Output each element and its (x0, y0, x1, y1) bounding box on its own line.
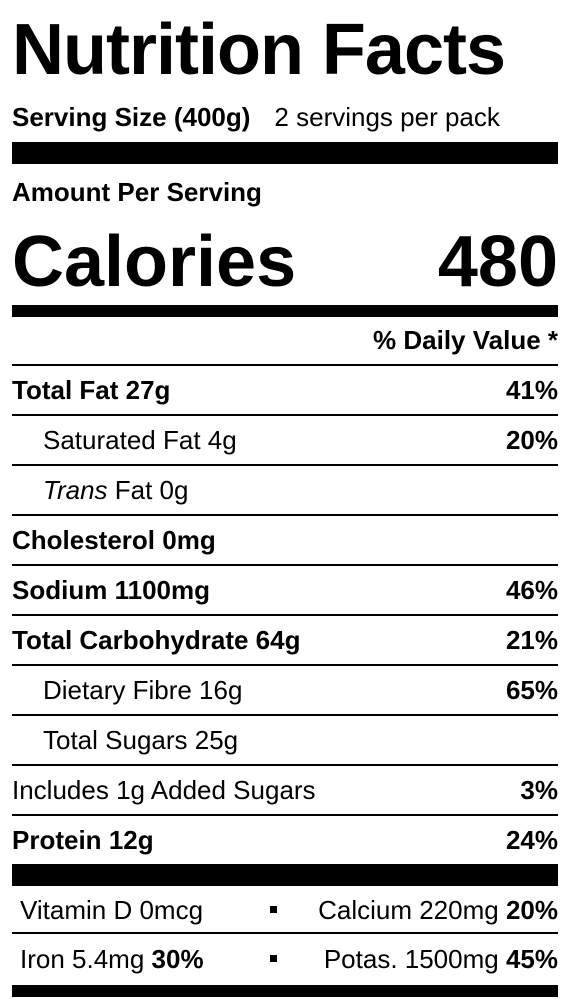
medium-divider (12, 305, 558, 317)
daily-value-header: % Daily Value * (373, 325, 558, 355)
row-divider (12, 614, 558, 616)
iron: Iron 5.4mg 30% (20, 944, 204, 974)
row-divider (12, 932, 558, 934)
calories-value: 480 (437, 222, 558, 302)
nutrient-label: Total Sugars 25g (43, 725, 239, 755)
bottom-divider (12, 985, 558, 997)
row-divider (12, 564, 558, 566)
row-divider (12, 364, 558, 366)
row-divider (12, 714, 558, 716)
nutrient-row-added-sugars: Includes 1g Added Sugars 3% (12, 766, 558, 814)
nutrient-row-saturated-fat: Saturated Fat 4g 20% (12, 416, 558, 464)
thick-divider (12, 142, 558, 164)
nutrient-row-sodium: Sodium 1100mg 46% (12, 566, 558, 614)
nutrient-row-total-fat: Total Fat 27g 41% (12, 366, 558, 414)
nutrient-label: Trans Fat 0g (43, 475, 189, 505)
nutrient-label: Dietary Fibre 16g (43, 675, 243, 705)
nutrient-row-dietary-fibre: Dietary Fibre 16g 65% (12, 666, 558, 714)
nutrient-label: Cholesterol 0mg (12, 525, 216, 555)
calories-label: Calories (12, 222, 297, 302)
nutrient-label: Total Carbohydrate 64g (12, 625, 301, 655)
nutrient-label: Saturated Fat 4g (43, 425, 237, 455)
nutrient-row-cholesterol: Cholesterol 0mg (12, 516, 558, 564)
nutrient-daily-value: 24% (505, 825, 558, 855)
nutrient-daily-value: 65% (505, 675, 558, 705)
nutrient-row-total-carbohydrate: Total Carbohydrate 64g 21% (12, 616, 558, 664)
nutrient-daily-value: 20% (505, 425, 558, 455)
nutrient-daily-value: 46% (505, 575, 558, 605)
amount-per-serving: Amount Per Serving (12, 177, 262, 207)
servings-per-pack: 2 servings per pack (274, 102, 500, 132)
nutrient-daily-value: 21% (505, 625, 558, 655)
nutrient-daily-value: 3% (520, 775, 558, 805)
nutrient-row-protein: Protein 12g 24% (12, 816, 558, 864)
nutrient-daily-value: 41% (505, 375, 558, 405)
row-divider (12, 664, 558, 666)
row-divider (12, 814, 558, 816)
label-title: Nutrition Facts (12, 10, 506, 90)
row-divider (12, 764, 558, 766)
nutrient-label: Includes 1g Added Sugars (12, 775, 316, 805)
potassium: Potas. 1500mg 45% (323, 944, 558, 974)
nutrient-row-trans-fat: Trans Fat 0g (12, 466, 558, 514)
calcium: Calcium 220mg 20% (318, 895, 558, 925)
nutrient-label: Total Fat 27g (12, 375, 171, 405)
serving-info: Serving Size (400g) 2 servings per pack (12, 101, 500, 133)
serving-size: Serving Size (400g) (12, 102, 251, 132)
row-divider (12, 414, 558, 416)
nutrient-label: Sodium 1100mg (12, 575, 210, 605)
nutrient-row-total-sugars: Total Sugars 25g (12, 716, 558, 764)
row-divider (12, 464, 558, 466)
thick-divider (12, 864, 558, 886)
vitamin-d: Vitamin D 0mcg (20, 895, 204, 925)
bullet-icon (270, 955, 277, 962)
row-divider (12, 514, 558, 516)
bullet-icon (270, 906, 277, 913)
nutrient-label: Protein 12g (12, 825, 154, 855)
